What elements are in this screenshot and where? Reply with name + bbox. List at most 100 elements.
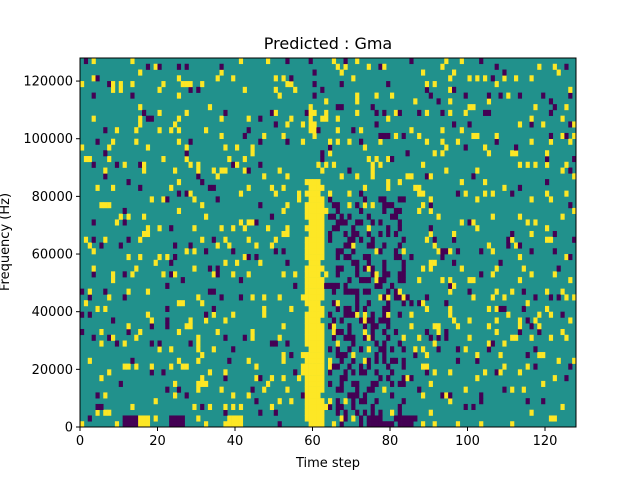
heatmap-cell	[83, 236, 89, 243]
heatmap-cell	[397, 340, 402, 347]
heatmap-cell	[300, 121, 306, 128]
heatmap-cell	[424, 363, 430, 370]
heatmap-cell	[312, 403, 317, 411]
heatmap-cell	[351, 230, 356, 238]
heatmap-cell	[386, 225, 391, 232]
heatmap-cell	[517, 323, 523, 330]
heatmap-cell	[568, 254, 573, 261]
heatmap-cell	[378, 248, 383, 255]
heatmap-cell	[269, 340, 275, 347]
heatmap-cell	[393, 357, 399, 364]
heatmap-cell	[308, 346, 313, 353]
heatmap-cell	[145, 311, 151, 318]
heatmap-cell	[452, 317, 457, 324]
heatmap-cell	[188, 138, 193, 145]
heatmap-cell	[312, 81, 317, 88]
heatmap-cell	[320, 225, 325, 232]
heatmap-cell	[409, 311, 414, 318]
heatmap-cell	[173, 392, 178, 399]
heatmap-cell	[316, 380, 321, 387]
heatmap-cell	[281, 132, 286, 140]
heatmap-cell	[297, 375, 302, 382]
heatmap-cell	[312, 190, 317, 197]
heatmap-cell	[235, 259, 240, 266]
heatmap-cell	[134, 265, 139, 272]
heatmap-cell	[308, 352, 313, 359]
heatmap-cell	[173, 242, 178, 249]
heatmap-cell	[145, 288, 151, 295]
heatmap-cell	[258, 161, 263, 168]
heatmap-cell	[285, 81, 290, 88]
x-tick-label: 60	[304, 434, 321, 449]
heatmap-cell	[378, 282, 383, 289]
heatmap-cell	[118, 380, 123, 387]
heatmap-cell	[378, 63, 383, 70]
heatmap-cell	[455, 421, 461, 428]
heatmap-cell	[91, 115, 96, 122]
heatmap-cell	[459, 127, 464, 134]
heatmap-cell	[300, 138, 306, 145]
heatmap-cell	[219, 132, 224, 140]
heatmap-cell	[285, 58, 290, 65]
heatmap-cell	[490, 340, 495, 347]
heatmap-cell	[308, 300, 313, 307]
heatmap-cell	[304, 288, 309, 295]
heatmap-cell	[382, 305, 387, 312]
heatmap-cell	[393, 288, 399, 295]
heatmap-cell	[126, 213, 131, 220]
heatmap-cell	[312, 248, 317, 255]
heatmap-cell	[165, 282, 170, 289]
heatmap-cell	[366, 357, 371, 364]
heatmap-cell	[541, 398, 546, 405]
heatmap-cell	[347, 190, 352, 197]
heatmap-cell	[556, 294, 561, 301]
heatmap-cell	[545, 236, 550, 243]
heatmap-cell	[424, 328, 430, 336]
heatmap-cell	[118, 81, 123, 88]
heatmap-cell	[107, 202, 112, 209]
heatmap-cell	[312, 69, 317, 76]
heatmap-cell	[560, 311, 565, 318]
heatmap-cell	[308, 369, 313, 376]
heatmap-cell	[320, 236, 325, 243]
heatmap-cell	[545, 225, 550, 232]
heatmap-cell	[246, 392, 251, 399]
heatmap-cell	[103, 392, 108, 399]
heatmap-cell	[250, 144, 255, 151]
heatmap-cell	[138, 415, 143, 422]
heatmap-cell	[304, 282, 309, 289]
heatmap-cell	[424, 352, 430, 359]
heatmap-cell	[328, 403, 333, 411]
heatmap-cell	[560, 403, 565, 411]
heatmap-cell	[401, 363, 406, 370]
heatmap-cell	[107, 334, 112, 341]
heatmap-cell	[304, 179, 309, 186]
heatmap-cell	[312, 242, 317, 249]
heatmap-cell	[463, 386, 468, 393]
heatmap-cell	[366, 230, 371, 238]
y-tick-label: 0	[65, 421, 73, 436]
heatmap-cell	[176, 190, 182, 197]
heatmap-cell	[548, 196, 554, 203]
heatmap-cell	[428, 173, 433, 180]
heatmap-cell	[366, 421, 371, 428]
heatmap-cell	[359, 421, 364, 428]
heatmap-cell	[235, 415, 240, 422]
heatmap-cell	[386, 334, 391, 341]
heatmap-cell	[316, 300, 321, 307]
heatmap-cell	[343, 398, 348, 405]
heatmap-cell	[219, 115, 224, 122]
heatmap-cell	[308, 277, 313, 284]
heatmap-cell	[370, 104, 375, 111]
heatmap-cell	[483, 144, 488, 151]
heatmap-cell	[95, 305, 100, 312]
heatmap-cell	[510, 236, 515, 243]
heatmap-cell	[87, 288, 92, 295]
heatmap-cell	[498, 352, 503, 359]
heatmap-cell	[568, 167, 573, 174]
heatmap-cell	[316, 305, 321, 312]
heatmap-cell	[366, 225, 371, 232]
heatmap-cell	[362, 202, 368, 209]
heatmap-cell	[351, 288, 356, 295]
heatmap-cell	[529, 121, 534, 128]
